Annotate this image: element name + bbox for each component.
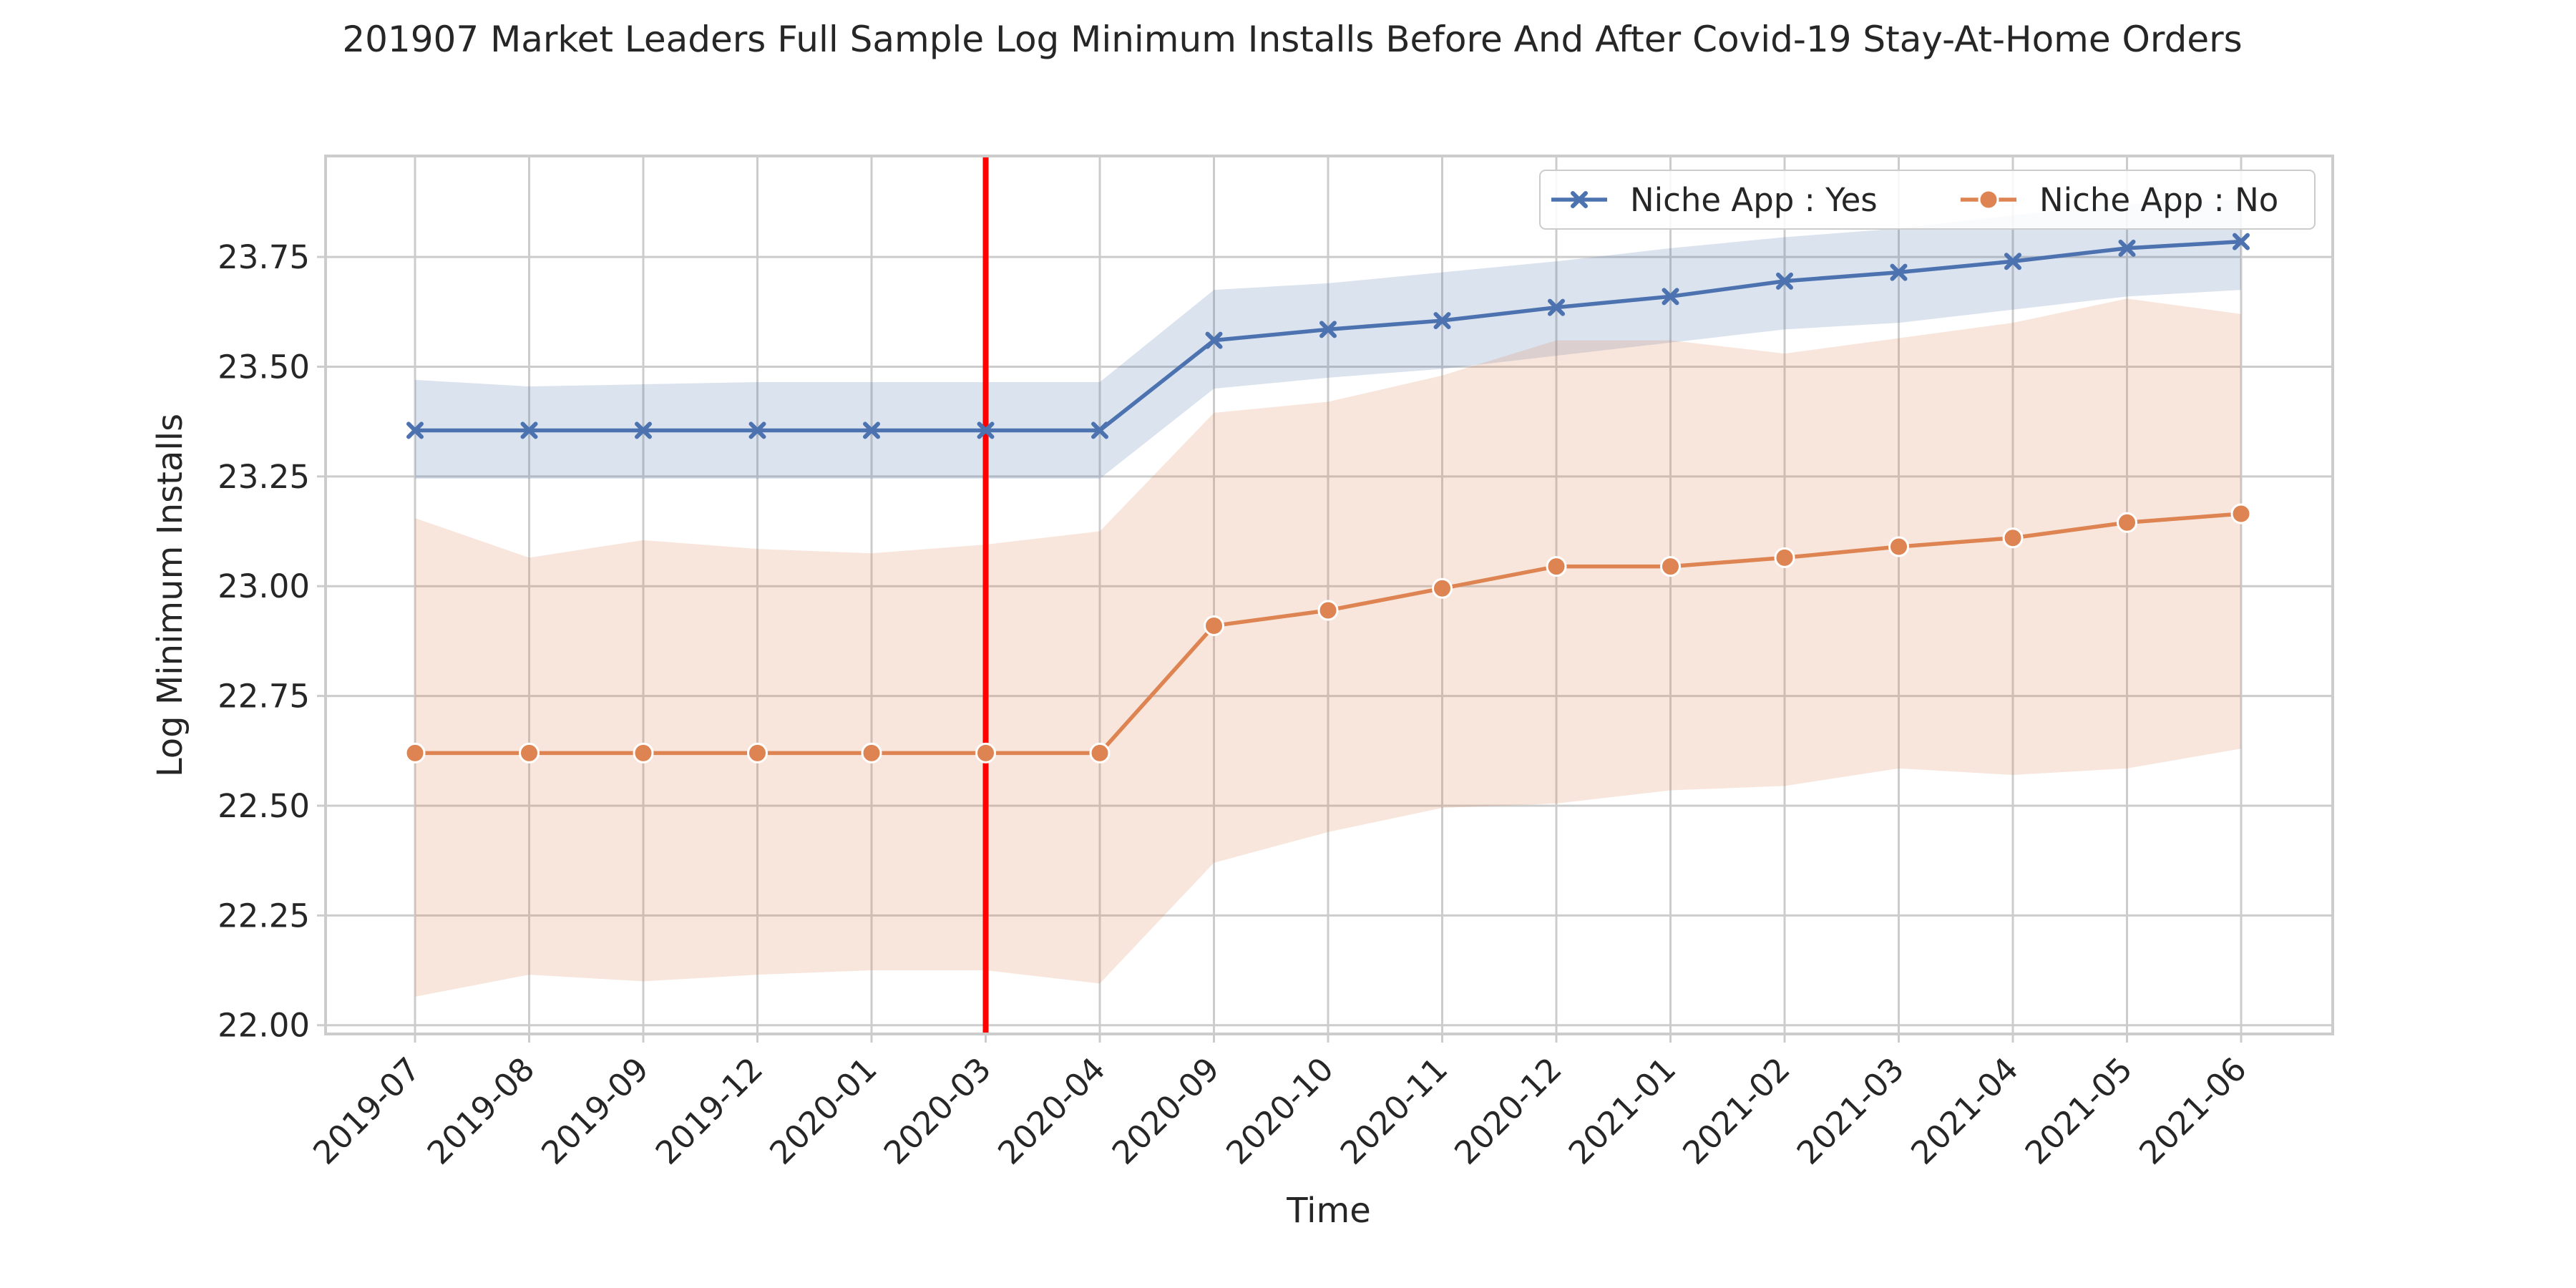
y-tick-label: 23.50 [218, 348, 310, 386]
x-tick-label: 2019-12 [648, 1050, 770, 1171]
y-axis-label: Log Minimum Installs [150, 414, 190, 777]
data-point [1089, 742, 1111, 763]
data-point [1432, 577, 1453, 599]
confidence-band [415, 298, 2241, 997]
legend-box [1539, 170, 2316, 230]
y-tick-label: 23.00 [218, 567, 310, 605]
data-point [2004, 253, 2021, 270]
x-tick-label: 2021-01 [1561, 1050, 1683, 1171]
y-tick-label: 22.25 [218, 897, 310, 935]
x-tick-label: 2021-06 [2132, 1050, 2253, 1171]
plot-area-frame [324, 155, 2334, 1035]
data-point [1660, 556, 1681, 577]
data-point [2002, 527, 2024, 549]
x-tick-label: 2020-11 [1333, 1050, 1455, 1171]
data-point [1204, 615, 1224, 636]
legend-label: Niche App : Yes [1630, 181, 1878, 219]
data-point [2230, 503, 2252, 525]
x-axis-label: Time [1286, 1191, 1370, 1231]
data-point [2118, 239, 2136, 257]
x-tick-label: 2020-12 [1447, 1050, 1568, 1171]
x-tick-label: 2021-02 [1675, 1050, 1797, 1171]
data-point [404, 742, 426, 763]
data-point [1890, 263, 1908, 281]
confidence-bands [415, 200, 2241, 997]
x-tick-label: 2020-03 [877, 1050, 998, 1171]
y-tick-label: 22.75 [218, 678, 310, 716]
data-point [1776, 272, 1793, 290]
data-point [406, 421, 424, 439]
y-tick-label: 23.25 [218, 458, 310, 496]
data-point [1662, 288, 1679, 306]
data-point [975, 742, 996, 763]
x-tick-label: 2020-09 [1105, 1050, 1226, 1171]
x-tick-label: 2019-07 [306, 1050, 427, 1171]
data-point [1888, 536, 1909, 557]
x-tick-label: 2021-05 [2018, 1050, 2140, 1171]
data-point [2117, 512, 2137, 533]
data-point [2233, 233, 2250, 250]
data-point [633, 742, 654, 763]
chart-title: 201907 Market Leaders Full Sample Log Mi… [342, 19, 2242, 60]
legend-label: Niche App : No [2039, 181, 2278, 219]
data-point [863, 421, 880, 439]
data-point [861, 742, 882, 763]
y-tick-label: 22.00 [218, 1007, 310, 1045]
data-point [520, 421, 538, 439]
data-point [1091, 421, 1108, 439]
data-point [1433, 312, 1451, 330]
series-markers [404, 233, 2252, 763]
data-point [519, 742, 540, 763]
legend-marker [1978, 189, 1999, 210]
y-tick-label: 23.75 [218, 238, 310, 276]
x-tick-label: 2019-08 [420, 1050, 542, 1171]
data-point [1317, 600, 1339, 621]
data-point [1774, 547, 1795, 568]
data-point [977, 421, 995, 439]
data-point [747, 742, 768, 763]
x-tick-label: 2021-03 [1790, 1050, 1911, 1171]
grid [317, 156, 2333, 1043]
x-tick-label: 2020-10 [1219, 1050, 1340, 1171]
data-point [748, 421, 766, 439]
x-tick-label: 2020-01 [762, 1050, 884, 1171]
data-point [1319, 321, 1337, 338]
y-tick-label: 22.50 [218, 787, 310, 825]
data-point [1546, 556, 1567, 577]
confidence-band [415, 200, 2241, 479]
legend: Niche App : Yes Niche App : No [1539, 170, 2316, 230]
x-tick-label: 2019-09 [534, 1050, 655, 1171]
legend-marker [1571, 191, 1588, 208]
x-tick-label: 2021-04 [1903, 1050, 2025, 1171]
x-tick-label: 2020-04 [990, 1050, 1112, 1171]
data-point [635, 421, 652, 439]
data-point [1548, 298, 1565, 316]
data-point [1205, 331, 1223, 349]
